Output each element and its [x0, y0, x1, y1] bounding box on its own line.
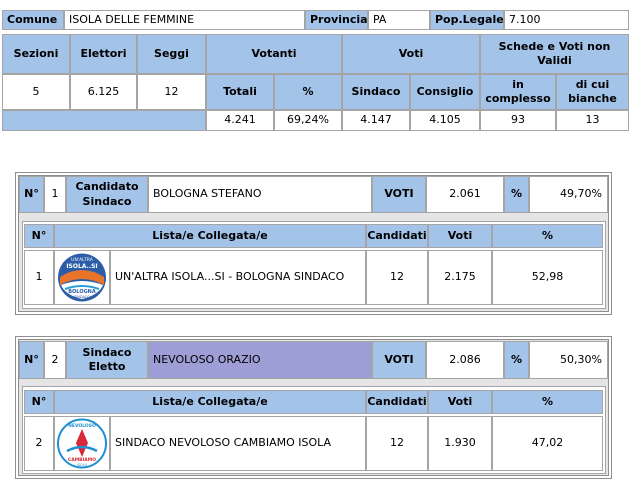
candidate-role: Sindaco Eletto — [66, 341, 148, 379]
list-candidati-header: Candidati — [366, 390, 428, 414]
list-candidati-header: Candidati — [366, 224, 428, 248]
list-voti-header: Voti — [428, 224, 492, 248]
elettori-value: 6.125 — [70, 74, 137, 110]
provincia-label: Provincia — [305, 10, 368, 30]
list-n-header: N° — [24, 390, 54, 414]
voti-sindaco-header: Sindaco — [342, 74, 410, 110]
party-logo-1-icon: UN'ALTRA ISOLA..SI BOLOGNA SINDACO — [58, 253, 106, 302]
candidate-n-value: 1 — [44, 176, 66, 213]
list-candidati-value: 12 — [366, 416, 428, 471]
candidate-n-value: 2 — [44, 341, 66, 379]
candidate-pct-value: 50,30% — [529, 341, 608, 379]
summary-spacer — [2, 110, 206, 131]
list-n-value: 2 — [24, 416, 54, 471]
votanti-pct-header: % — [274, 74, 342, 110]
party-logo-2-icon: NEVOLOSO CAMBIAMO ISOLA — [57, 418, 107, 469]
voti-sindaco-value: 4.147 — [342, 110, 410, 131]
elettori-header: Elettori — [70, 34, 137, 74]
comune-value: ISOLA DELLE FEMMINE — [64, 10, 305, 30]
list-pct-header: % — [492, 224, 603, 248]
logo-1-bottom: BOLOGNA — [68, 289, 96, 295]
candidate-name: NEVOLOSO ORAZIO — [148, 341, 372, 379]
list-voti-value: 2.175 — [428, 250, 492, 305]
list-name-header: Lista/e Collegata/e — [54, 224, 366, 248]
logo-1-middle: ISOLA..SI — [66, 263, 97, 270]
candidate-pct-label: % — [504, 341, 529, 379]
candidate-voti-value: 2.086 — [426, 341, 504, 379]
list-voti-value: 1.930 — [428, 416, 492, 471]
seggi-value: 12 — [137, 74, 206, 110]
candidate-pct-label: % — [504, 176, 529, 213]
votanti-pct-value: 69,24% — [274, 110, 342, 131]
list-candidati-value: 12 — [366, 250, 428, 305]
list-name-value: SINDACO NEVOLOSO CAMBIAMO ISOLA — [110, 416, 366, 471]
list-n-header: N° — [24, 224, 54, 248]
candidate-n-label: N° — [19, 176, 44, 213]
pop-legale-value: 7.100 — [504, 10, 629, 30]
logo-2-bottom: CAMBIAMO — [68, 457, 96, 463]
list-n-value: 1 — [24, 250, 54, 305]
list-pct-value: 52,98 — [492, 250, 603, 305]
provincia-value: PA — [368, 10, 430, 30]
candidate-voti-value: 2.061 — [426, 176, 504, 213]
candidate-role: Candidato Sindaco — [66, 176, 148, 213]
list-name-value: UN'ALTRA ISOLA...SI - BOLOGNA SINDACO — [110, 250, 366, 305]
list-pct-header: % — [492, 390, 603, 414]
candidate-pct-value: 49,70% — [529, 176, 608, 213]
party-logo-1: UN'ALTRA ISOLA..SI BOLOGNA SINDACO — [54, 250, 110, 305]
candidate-voti-label: VOTI — [372, 176, 426, 213]
candidate-n-label: N° — [19, 341, 44, 379]
voti-header: Voti — [342, 34, 480, 74]
pop-legale-label: Pop.Legale — [430, 10, 504, 30]
comune-label: Comune — [2, 10, 64, 30]
votanti-header: Votanti — [206, 34, 342, 74]
list-pct-value: 47,02 — [492, 416, 603, 471]
votanti-totali-header: Totali — [206, 74, 274, 110]
schede-complesso-header: in complesso — [480, 74, 556, 110]
sezioni-header: Sezioni — [2, 34, 70, 74]
voti-consiglio-value: 4.105 — [410, 110, 480, 131]
party-logo-2: NEVOLOSO CAMBIAMO ISOLA — [54, 416, 110, 471]
seggi-header: Seggi — [137, 34, 206, 74]
logo-2-sub: ISOLA — [77, 463, 88, 467]
sezioni-value: 5 — [2, 74, 70, 110]
logo-1-top: UN'ALTRA — [71, 257, 94, 263]
schede-bianche-header: di cui bianche — [556, 74, 629, 110]
logo-2-top: NEVOLOSO — [68, 423, 96, 429]
schede-bianche-value: 13 — [556, 110, 629, 131]
candidate-name: BOLOGNA STEFANO — [148, 176, 372, 213]
votanti-totali-value: 4.241 — [206, 110, 274, 131]
list-voti-header: Voti — [428, 390, 492, 414]
candidate-voti-label: VOTI — [372, 341, 426, 379]
schede-complesso-value: 93 — [480, 110, 556, 131]
voti-consiglio-header: Consiglio — [410, 74, 480, 110]
schede-header: Schede e Voti non Validi — [480, 34, 629, 74]
logo-1-sub: SINDACO — [74, 295, 90, 299]
list-name-header: Lista/e Collegata/e — [54, 390, 366, 414]
